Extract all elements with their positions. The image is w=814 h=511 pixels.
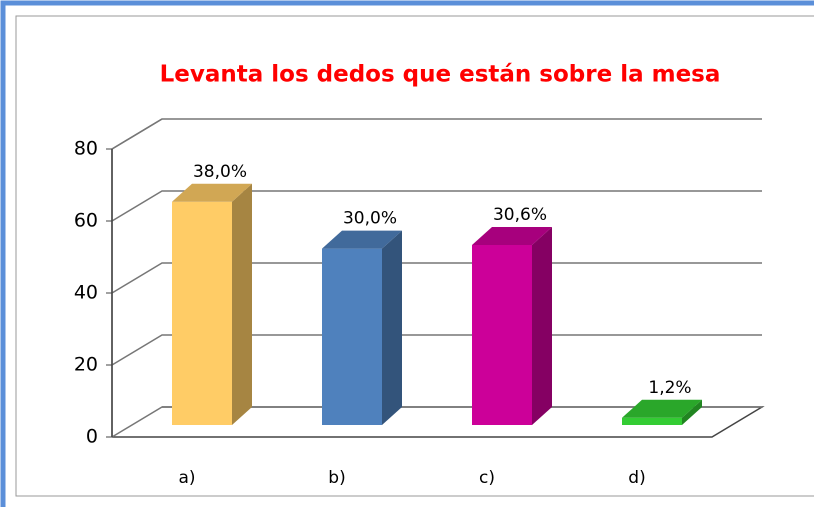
bar-face bbox=[232, 183, 252, 425]
grid-line bbox=[111, 262, 762, 294]
chart-title: Levanta los dedos que están sobre la mes… bbox=[160, 62, 721, 88]
grid-line bbox=[111, 406, 762, 438]
grid-line bbox=[111, 118, 762, 150]
bar-face bbox=[472, 227, 552, 245]
x-tick-label: b) bbox=[328, 468, 345, 488]
x-tick-label: c) bbox=[479, 468, 495, 488]
bar bbox=[322, 230, 402, 425]
x-tick-label: a) bbox=[178, 468, 195, 488]
data-label: 30,6% bbox=[493, 205, 547, 225]
chart-frame bbox=[15, 15, 814, 497]
bar-face bbox=[682, 399, 702, 425]
bar-face bbox=[322, 248, 382, 425]
bar-face bbox=[622, 417, 682, 425]
y-tick-label: 20 bbox=[74, 354, 98, 376]
bar-face bbox=[622, 399, 702, 418]
y-tick-label: 40 bbox=[74, 282, 98, 304]
grid-line bbox=[111, 190, 762, 222]
bar-face bbox=[172, 201, 232, 425]
y-tick-label: 60 bbox=[74, 210, 98, 232]
bar-face bbox=[472, 245, 532, 425]
bar-face bbox=[532, 227, 552, 425]
bar bbox=[622, 399, 702, 425]
data-label: 30,0% bbox=[343, 209, 397, 229]
grid-line bbox=[111, 334, 762, 366]
data-label: 1,2% bbox=[648, 378, 691, 398]
bar-face bbox=[382, 230, 402, 425]
x-tick-label: d) bbox=[628, 468, 645, 488]
bar-face bbox=[172, 183, 252, 202]
bar bbox=[172, 183, 252, 425]
data-label: 38,0% bbox=[193, 162, 247, 182]
bar bbox=[472, 227, 552, 425]
y-tick-label: 0 bbox=[86, 426, 98, 448]
bar-face bbox=[322, 230, 402, 249]
y-tick-label: 80 bbox=[74, 138, 98, 160]
